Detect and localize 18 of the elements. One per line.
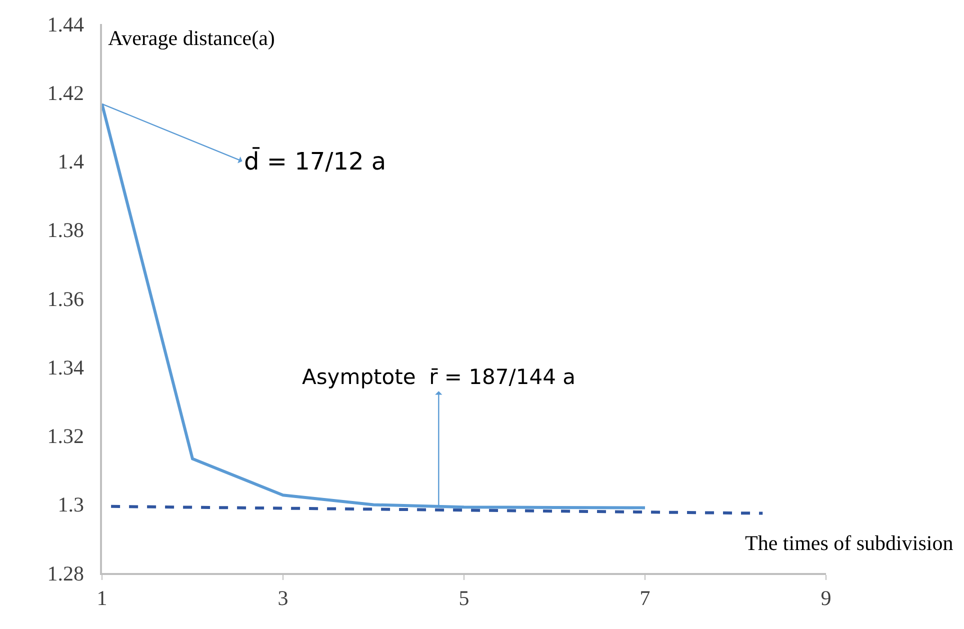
y-tick-label: 1.36 — [47, 286, 84, 311]
annotation: d̄ = 17/12 a — [244, 147, 386, 176]
x-tick-label: 9 — [820, 586, 832, 610]
y-tick-label: 1.4 — [58, 150, 85, 174]
x-tick-label: 3 — [278, 586, 288, 610]
x-axis-title: The times of subdivision — [745, 531, 954, 555]
x-tick-label: 5 — [458, 586, 470, 610]
y-tick-label: 1.42 — [47, 80, 84, 105]
y-tick-label: 1.32 — [47, 424, 84, 448]
y-tick-label: 1.28 — [47, 561, 84, 586]
x-tick-label: 7 — [640, 586, 650, 610]
y-tick-label: 1.34 — [47, 355, 85, 380]
x-tick-label: 1 — [96, 586, 108, 610]
annotation: Asymptote r̄ = 187/144 a — [302, 365, 576, 389]
y-axis-title: Average distance(a) — [108, 26, 275, 50]
y-tick-label: 1.38 — [47, 218, 84, 242]
y-tick-label: 1.3 — [58, 492, 84, 517]
y-tick-label: 1.44 — [47, 12, 85, 36]
